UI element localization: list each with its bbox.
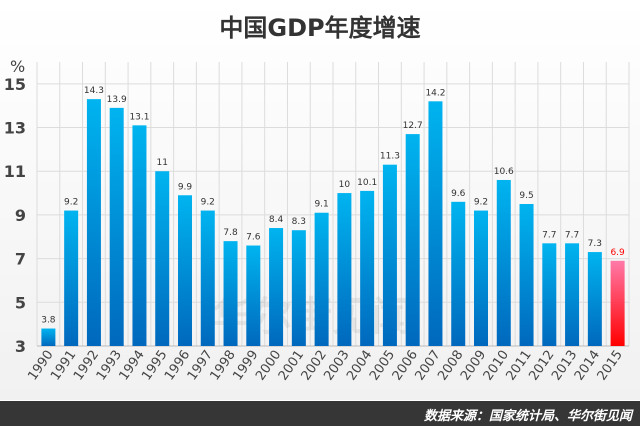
bar-2001 [291, 230, 306, 346]
chart-title: 中国GDP年度增速 [219, 14, 421, 42]
data-label: 13.1 [129, 112, 149, 122]
y-tick-label: 7 [15, 250, 26, 269]
bar-2013 [565, 243, 580, 346]
bar-1994 [132, 125, 147, 346]
bar-2014 [587, 252, 602, 346]
data-label: 7.6 [246, 233, 261, 243]
data-label: 14.3 [84, 86, 104, 96]
bar-2009 [474, 210, 488, 346]
bar-1996 [178, 195, 192, 346]
bar-2015 [610, 260, 625, 346]
data-label: 14.2 [425, 88, 445, 98]
data-label: 9.2 [64, 198, 78, 208]
data-label: 9.9 [178, 182, 193, 192]
data-label: 8.4 [269, 215, 284, 225]
y-tick-label: 11 [4, 162, 26, 181]
y-tick-label: 9 [15, 206, 26, 225]
data-label: 9.5 [519, 191, 533, 201]
data-label: 7.7 [565, 230, 579, 240]
bar-2011 [519, 204, 534, 346]
bar-2007 [428, 101, 443, 346]
bar-2012 [542, 243, 557, 346]
bar-2005 [382, 164, 397, 346]
data-label: 6.9 [610, 248, 625, 258]
bar-1999 [246, 245, 261, 346]
data-label: 3.8 [41, 316, 56, 326]
bar-2008 [451, 201, 466, 346]
data-label: 9.2 [474, 198, 488, 208]
y-tick-label: 13 [4, 119, 26, 138]
bar-2000 [269, 228, 284, 346]
bar-2002 [314, 212, 329, 346]
data-label: 9.2 [201, 198, 215, 208]
bar-2010 [496, 179, 511, 346]
bar-1992 [86, 99, 101, 346]
data-label: 9.6 [451, 189, 466, 199]
data-label: 7.8 [223, 228, 238, 238]
data-label: 10.6 [494, 167, 514, 177]
y-axis-unit: % [10, 57, 25, 76]
bar-1990 [41, 328, 56, 346]
bar-1998 [223, 241, 238, 346]
bar-2006 [405, 134, 420, 346]
bar-2004 [360, 190, 375, 346]
bar-1991 [64, 210, 79, 346]
data-label: 7.7 [542, 230, 556, 240]
data-label: 13.9 [107, 95, 127, 105]
data-label: 11.3 [380, 152, 400, 162]
data-source: 数据来源：国家统计局、华尔街见闻 [423, 409, 632, 424]
footer-bar: 数据来源：国家统计局、华尔街见闻 [0, 401, 640, 426]
data-label: 12.7 [403, 121, 423, 131]
data-label: 10 [339, 180, 351, 190]
bar-2003 [337, 193, 352, 346]
y-tick-label: 5 [15, 293, 26, 312]
bar-1997 [200, 210, 215, 346]
bar-1993 [109, 107, 124, 346]
data-label: 9.1 [314, 200, 328, 210]
data-label: 7.3 [588, 239, 602, 249]
watermark: 华尔街见闻 [212, 294, 412, 340]
x-tick-label: 2015 [595, 348, 626, 384]
y-tick-label: 3 [15, 337, 26, 356]
data-label: 10.1 [357, 178, 377, 188]
y-tick-label: 15 [4, 75, 26, 94]
data-label: 8.3 [292, 217, 306, 227]
bar-1995 [155, 171, 170, 346]
data-label: 11 [157, 158, 168, 168]
